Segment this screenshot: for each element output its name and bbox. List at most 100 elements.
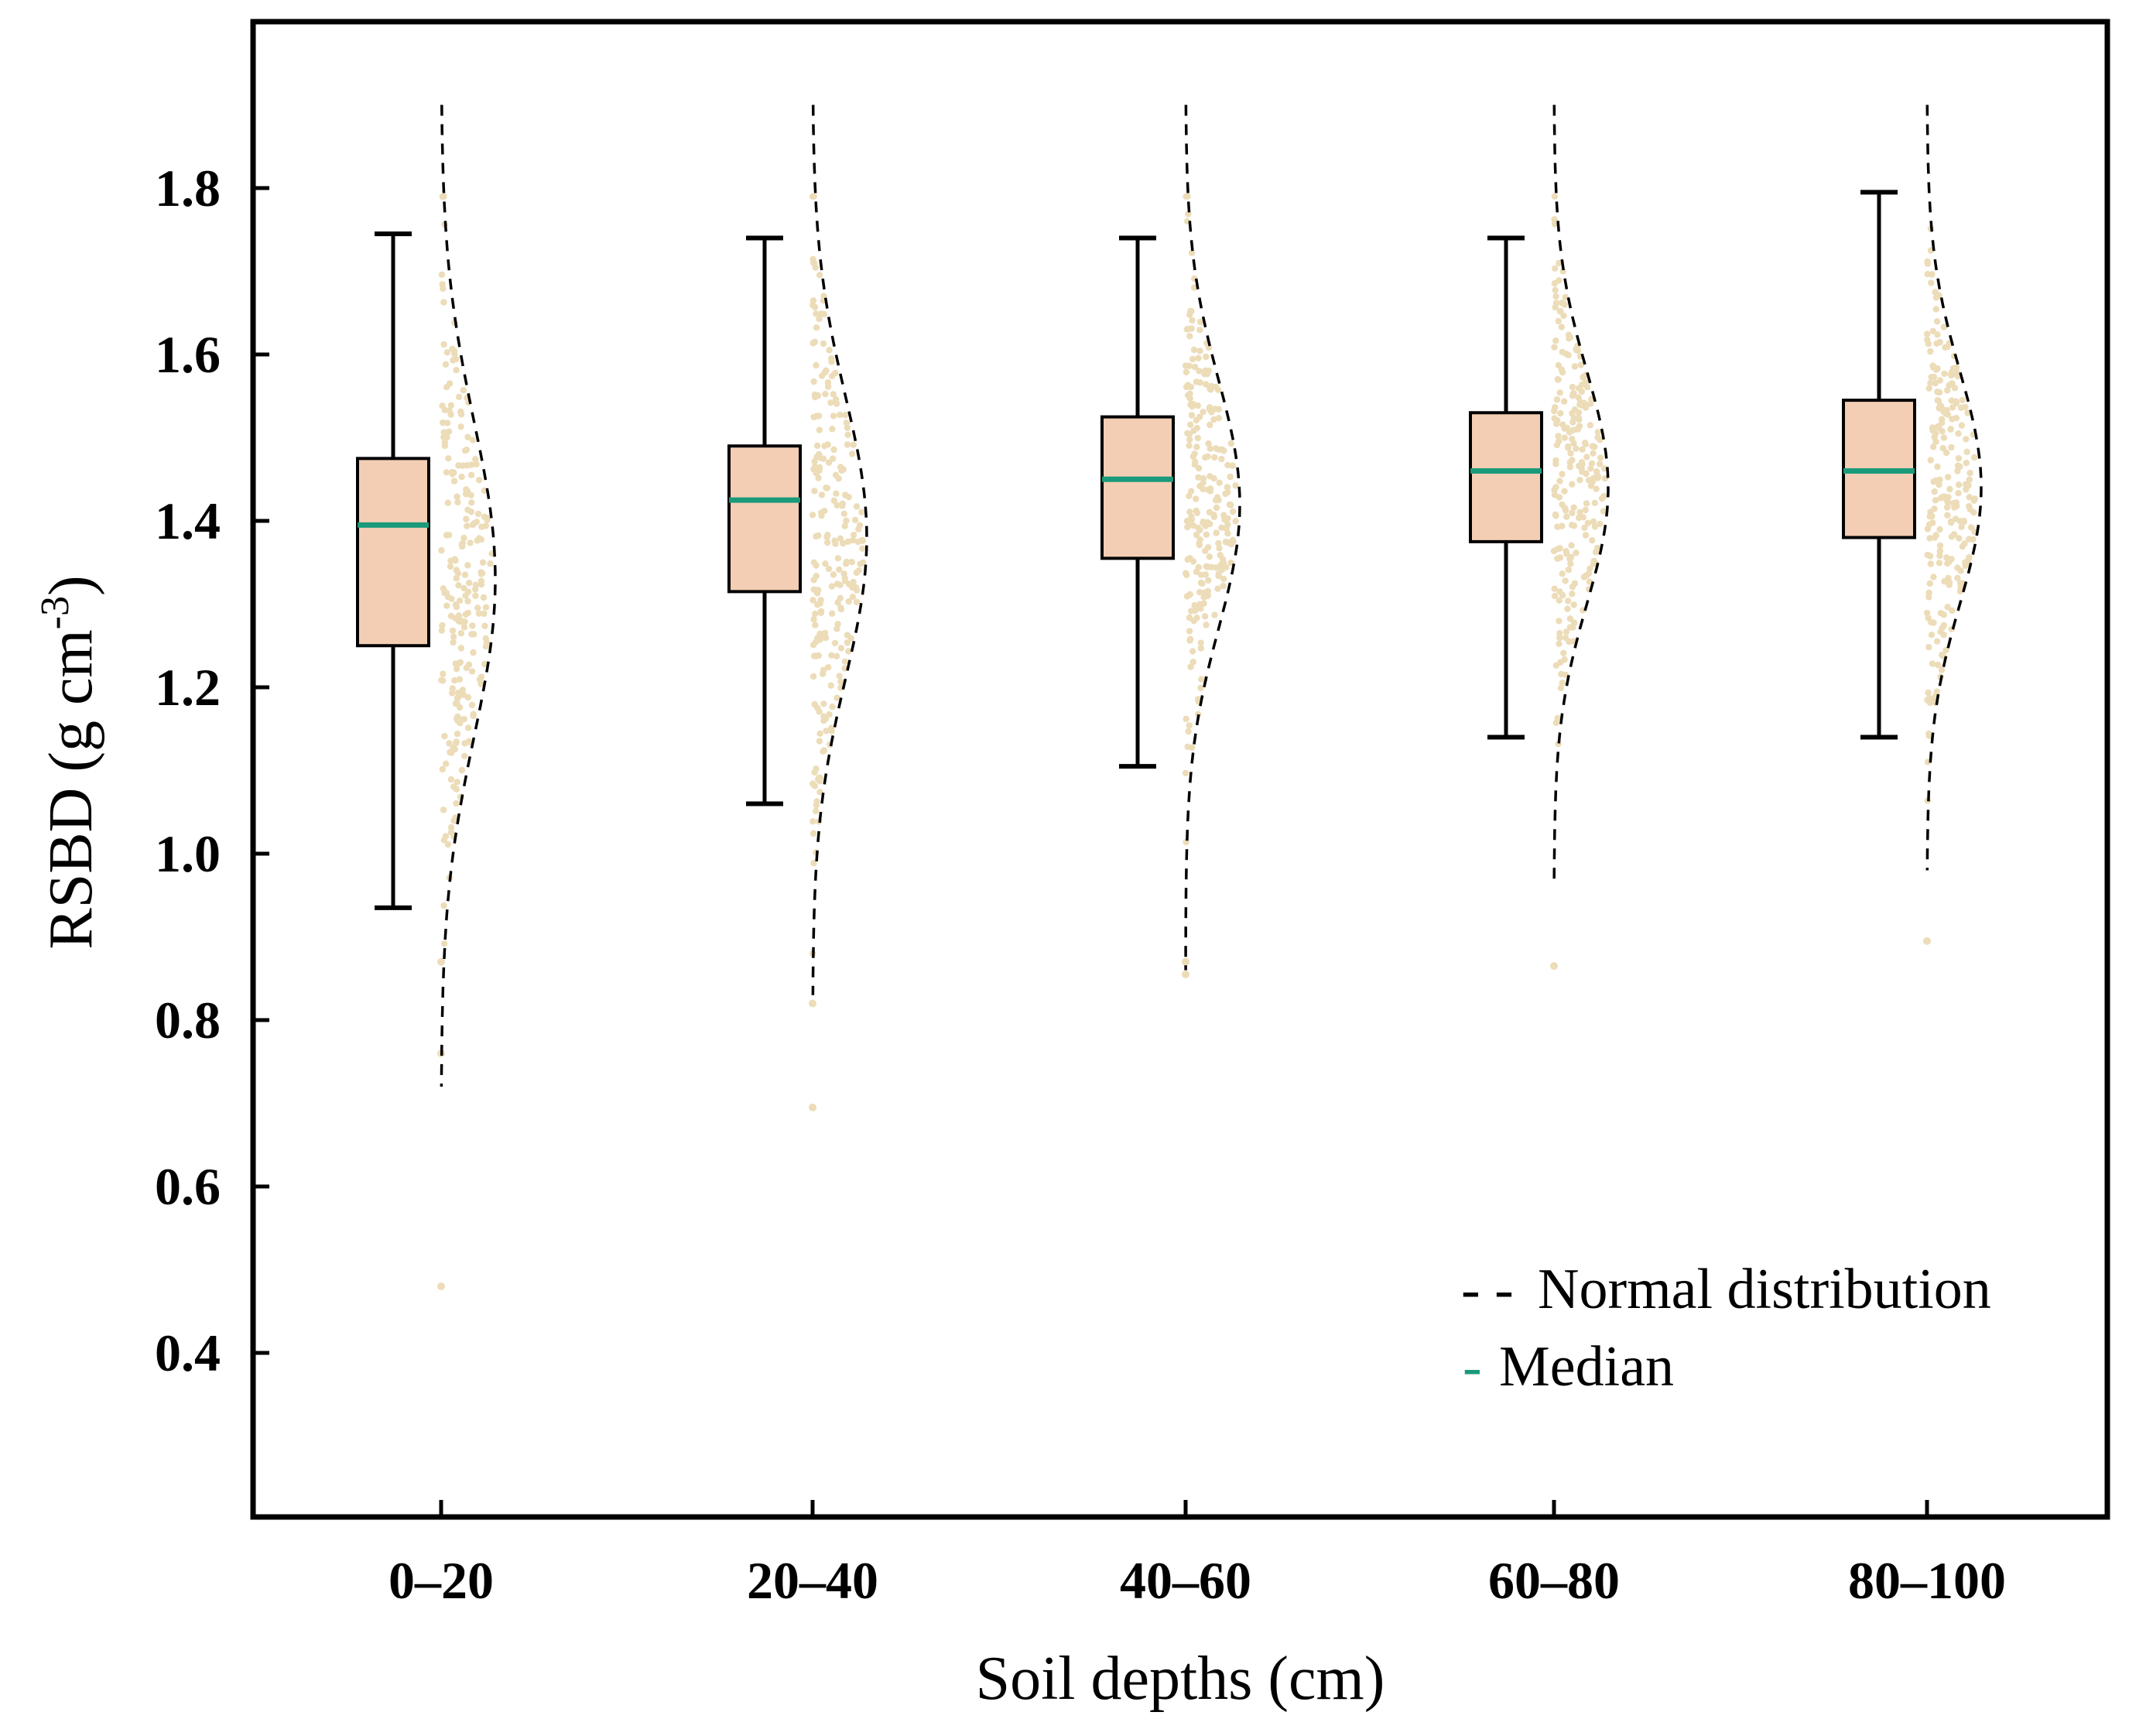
data-point <box>1588 460 1596 467</box>
data-point <box>1216 545 1223 552</box>
data-point <box>1559 368 1566 376</box>
data-point <box>1569 481 1576 488</box>
data-point <box>440 433 447 441</box>
data-point <box>823 367 830 374</box>
data-point <box>472 592 479 599</box>
data-point <box>1965 481 1972 489</box>
data-point <box>457 423 464 430</box>
data-point <box>839 502 846 509</box>
data-point <box>1203 381 1210 388</box>
data-point <box>816 730 823 737</box>
data-point <box>841 658 849 665</box>
data-point <box>464 433 471 440</box>
data-point <box>1578 459 1586 466</box>
data-point <box>1929 660 1936 667</box>
data-point <box>1582 440 1590 447</box>
y-axis-title: RSBD (g cm-3) <box>33 575 105 949</box>
data-point <box>1944 474 1952 481</box>
data-point <box>487 560 494 567</box>
data-point <box>470 712 477 720</box>
data-point <box>454 690 462 697</box>
data-point <box>1196 327 1203 334</box>
data-point <box>1224 461 1231 469</box>
data-point <box>837 594 844 601</box>
data-point <box>1186 614 1193 621</box>
data-point <box>1936 402 1944 409</box>
data-point <box>473 461 480 467</box>
data-point <box>816 464 823 471</box>
data-point <box>837 411 844 419</box>
data-point <box>1569 583 1576 591</box>
outlier-point <box>1550 962 1558 971</box>
data-point <box>1195 563 1203 571</box>
data-point <box>1186 362 1193 369</box>
data-point <box>1945 494 1952 501</box>
data-point <box>809 255 816 263</box>
data-point <box>859 537 867 544</box>
data-point <box>1207 520 1213 528</box>
normal-curve <box>1184 104 1241 971</box>
data-point <box>858 508 865 515</box>
data-point <box>825 565 833 573</box>
data-point <box>444 841 452 848</box>
data-point <box>452 700 460 707</box>
data-point <box>439 622 446 629</box>
y-axis-title-close: ) <box>37 575 105 596</box>
data-point <box>809 512 816 519</box>
data-point <box>1939 625 1946 632</box>
data-point <box>446 407 453 414</box>
data-point <box>837 535 844 542</box>
data-point <box>1551 585 1558 592</box>
data-point <box>1552 512 1559 519</box>
data-point <box>1943 504 1951 511</box>
data-point <box>830 446 837 454</box>
data-point <box>830 391 837 398</box>
data-point <box>1570 601 1577 608</box>
data-point <box>842 577 849 585</box>
data-point <box>820 747 828 754</box>
data-point <box>439 281 446 288</box>
x-tick-label: 20–40 <box>747 1551 878 1610</box>
data-point <box>1939 428 1946 435</box>
data-point <box>1196 526 1203 533</box>
data-point <box>1576 399 1584 406</box>
iqr-box <box>356 457 430 648</box>
data-point <box>453 367 460 374</box>
data-point <box>1928 632 1936 639</box>
data-point <box>439 402 446 409</box>
data-point <box>467 471 475 478</box>
data-point <box>449 627 457 635</box>
data-point <box>1942 344 1949 351</box>
data-point <box>475 610 483 617</box>
data-point <box>1944 411 1951 418</box>
data-point <box>484 516 491 523</box>
data-point <box>1188 513 1195 520</box>
data-point <box>461 571 469 578</box>
data-point <box>1561 488 1568 495</box>
data-point <box>1551 592 1559 600</box>
data-point <box>812 264 820 271</box>
data-point <box>1186 395 1193 402</box>
data-point <box>1567 560 1574 567</box>
data-point <box>1924 260 1932 267</box>
data-point <box>810 378 817 385</box>
data-point <box>824 539 831 546</box>
data-point <box>482 604 490 611</box>
data-point <box>1220 575 1227 583</box>
data-point <box>443 589 450 596</box>
data-point <box>815 532 822 539</box>
data-point <box>1567 450 1574 457</box>
data-point <box>1183 326 1191 333</box>
data-point <box>1562 293 1569 301</box>
data-point <box>1932 366 1940 373</box>
data-point <box>831 639 839 647</box>
data-point <box>1944 604 1951 611</box>
data-point <box>457 645 465 652</box>
data-point <box>1963 448 1970 455</box>
data-point <box>834 621 841 628</box>
data-point <box>440 940 448 947</box>
data-point <box>1597 454 1604 461</box>
data-point <box>1593 468 1600 475</box>
data-point <box>1579 446 1586 453</box>
data-point <box>1954 370 1961 377</box>
